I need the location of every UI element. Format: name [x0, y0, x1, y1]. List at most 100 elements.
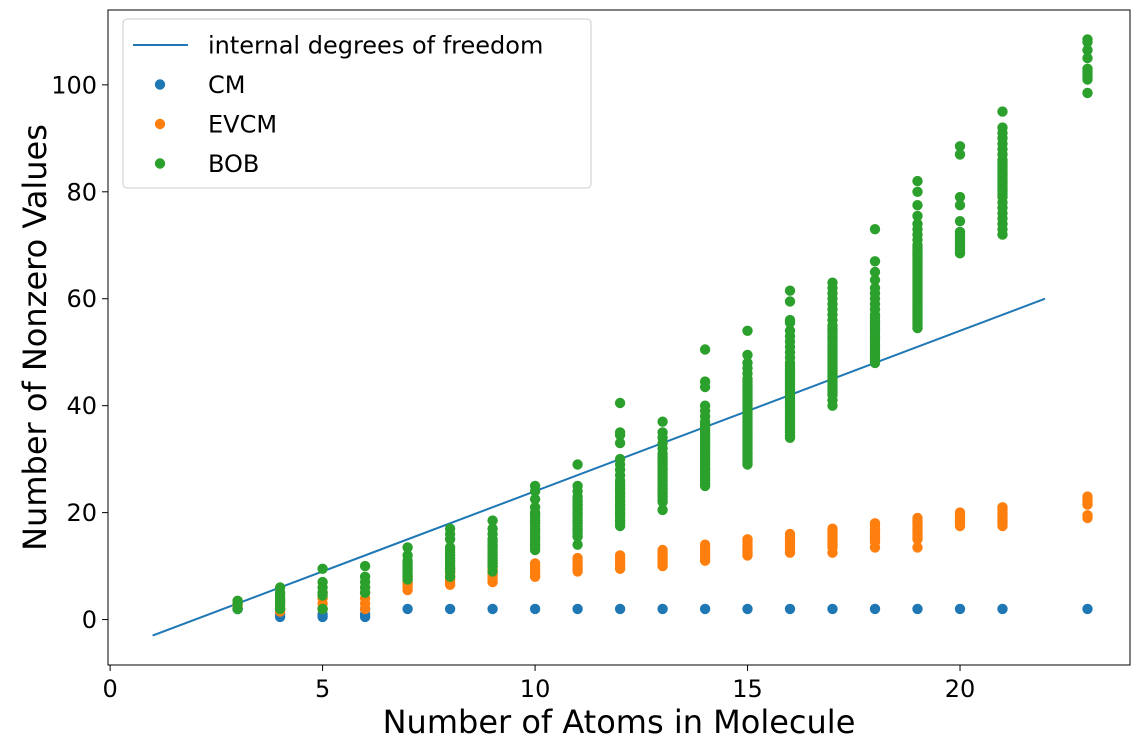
data-point-bob	[699, 376, 711, 387]
data-point-evcm	[614, 550, 626, 561]
plot-frame	[107, 9, 1131, 666]
legend-label-cm: CM	[208, 71, 245, 99]
data-point-evcm	[997, 502, 1008, 513]
data-point-bob	[572, 459, 583, 470]
data-point-bob	[444, 542, 456, 553]
data-point-cm	[954, 603, 966, 615]
y-axis-label: Number of Nonzero Values	[16, 124, 54, 551]
data-point-bob	[1082, 87, 1093, 99]
data-point-evcm	[657, 544, 668, 556]
data-point-bob	[487, 523, 498, 534]
y-tick-label: 80	[66, 178, 97, 206]
data-point-bob	[912, 210, 923, 222]
y-tick-label: 20	[66, 499, 97, 527]
data-point-bob	[614, 427, 626, 438]
data-point-bob	[954, 226, 966, 238]
data-point-evcm	[742, 534, 753, 545]
data-point-bob	[614, 453, 626, 465]
data-point-bob	[402, 550, 413, 561]
data-point-bob	[954, 141, 966, 152]
data-point-bob	[529, 502, 541, 513]
data-point-cm	[402, 603, 413, 615]
x-tick-label: 10	[520, 675, 551, 703]
series-evcm	[232, 491, 1093, 617]
data-point-bob	[317, 576, 328, 588]
data-point-evcm	[954, 507, 966, 518]
data-point-cm	[614, 603, 626, 615]
data-point-bob	[912, 218, 923, 230]
data-point-evcm	[572, 552, 583, 564]
data-point-bob	[954, 149, 966, 160]
data-point-bob	[572, 539, 583, 550]
data-point-evcm	[1082, 510, 1093, 521]
data-point-bob	[869, 256, 881, 267]
data-point-bob	[487, 515, 498, 526]
data-point-bob	[869, 224, 881, 235]
data-point-bob	[614, 437, 626, 449]
legend: internal degrees of freedom CM EVCM BOB	[122, 18, 592, 189]
data-point-bob	[912, 175, 923, 187]
data-point-cm	[742, 603, 753, 615]
data-point-cm	[912, 603, 923, 615]
data-point-bob	[742, 357, 753, 369]
data-point-evcm	[784, 528, 796, 540]
data-point-bob	[954, 200, 966, 211]
data-point-bob	[742, 349, 753, 361]
data-point-bob	[827, 277, 838, 288]
data-point-evcm	[699, 539, 711, 550]
data-point-cm	[784, 603, 796, 615]
data-point-bob	[997, 106, 1008, 117]
y-tick-label: 40	[66, 392, 97, 420]
data-point-bob	[232, 595, 243, 606]
data-point-bob	[614, 397, 626, 409]
data-point-evcm	[529, 558, 541, 569]
data-point-bob	[784, 285, 796, 296]
data-point-bob	[402, 542, 413, 553]
data-point-bob	[444, 523, 456, 534]
x-tick-label: 5	[315, 675, 330, 703]
data-point-bob	[1082, 34, 1093, 45]
data-point-bob	[317, 563, 328, 574]
data-point-bob	[657, 427, 668, 438]
data-point-cm	[827, 603, 838, 615]
legend-label-evcm: EVCM	[208, 111, 277, 139]
data-point-evcm	[869, 518, 881, 529]
plot-area	[152, 34, 1093, 637]
data-point-bob	[317, 603, 328, 615]
data-point-evcm	[912, 512, 923, 524]
data-point-bob	[359, 571, 371, 582]
data-point-bob	[954, 191, 966, 203]
data-point-evcm	[827, 523, 838, 534]
data-point-bob	[954, 216, 966, 227]
data-point-bob	[869, 266, 881, 278]
data-point-bob	[1082, 63, 1093, 74]
data-point-bob	[359, 560, 371, 572]
x-tick-label: 0	[102, 675, 117, 703]
data-point-bob	[869, 282, 881, 294]
axes: 0 5 10 15 20 0 20 40 60 80 100	[51, 9, 1131, 703]
plot-marks	[152, 34, 1093, 637]
data-point-cm	[529, 603, 541, 615]
y-tick-label: 100	[51, 71, 97, 99]
data-point-bob	[657, 416, 668, 427]
data-point-cm	[487, 603, 498, 615]
legend-label-bob: BOB	[208, 150, 259, 178]
legend-marker-cm	[154, 79, 166, 90]
data-point-evcm	[912, 542, 923, 553]
data-point-cm	[1082, 603, 1093, 615]
data-point-bob	[742, 325, 753, 336]
x-tick-label: 20	[945, 675, 976, 703]
data-point-cm	[699, 603, 711, 615]
data-point-bob	[699, 344, 711, 355]
data-point-cm	[572, 603, 583, 615]
data-point-bob	[1082, 52, 1093, 64]
data-point-cm	[869, 603, 881, 615]
data-point-cm	[444, 603, 456, 615]
legend-marker-evcm	[154, 118, 166, 130]
data-point-bob	[572, 480, 583, 492]
y-tick-label: 60	[66, 285, 97, 313]
data-point-bob	[784, 325, 796, 336]
data-point-bob	[784, 296, 796, 307]
x-axis-label: Number of Atoms in Molecule	[383, 703, 856, 741]
